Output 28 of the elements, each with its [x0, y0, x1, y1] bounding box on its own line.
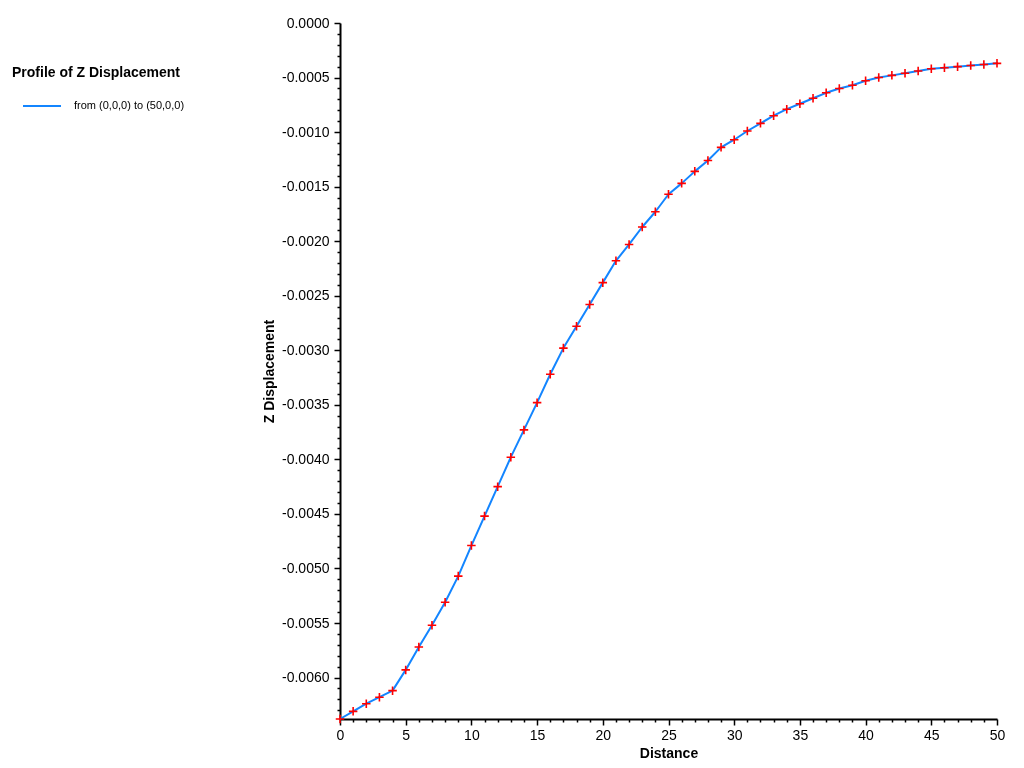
y-axis-title: Z Displacement: [261, 319, 278, 424]
y-tick-label: -0.0055: [282, 614, 330, 631]
y-tick-label: -0.0005: [282, 69, 330, 86]
y-tick-label: -0.0025: [282, 287, 330, 304]
y-tick-label: 0.0000: [286, 14, 330, 31]
x-tick-label: 50: [989, 726, 1006, 743]
x-axis-title: Distance: [639, 744, 699, 761]
x-tick-label: 0: [336, 726, 345, 743]
legend-title: Profile of Z Displacement: [12, 64, 181, 80]
x-tick-label: 20: [595, 726, 612, 743]
y-tick-label: -0.0040: [282, 450, 330, 467]
legend-label: from (0,0,0) to (50,0,0): [74, 99, 185, 111]
y-tick-label: -0.0010: [282, 123, 330, 140]
y-tick-label: -0.0045: [282, 505, 330, 522]
x-tick-label: 30: [726, 726, 743, 743]
x-tick-label: 10: [464, 726, 480, 743]
y-tick-label: -0.0020: [282, 232, 330, 249]
y-tick-label: -0.0030: [282, 341, 330, 358]
y-tick-label: -0.0035: [282, 396, 330, 413]
x-tick-label: 5: [402, 726, 411, 743]
x-tick-label: 35: [792, 726, 809, 743]
x-tick-label: 40: [858, 726, 875, 743]
y-tick-label: -0.0060: [282, 669, 330, 686]
x-tick-label: 45: [924, 726, 940, 743]
y-tick-label: -0.0015: [282, 178, 330, 195]
x-tick-label: 25: [661, 726, 677, 743]
x-tick-label: 15: [529, 726, 546, 743]
y-tick-label: -0.0050: [282, 559, 330, 576]
